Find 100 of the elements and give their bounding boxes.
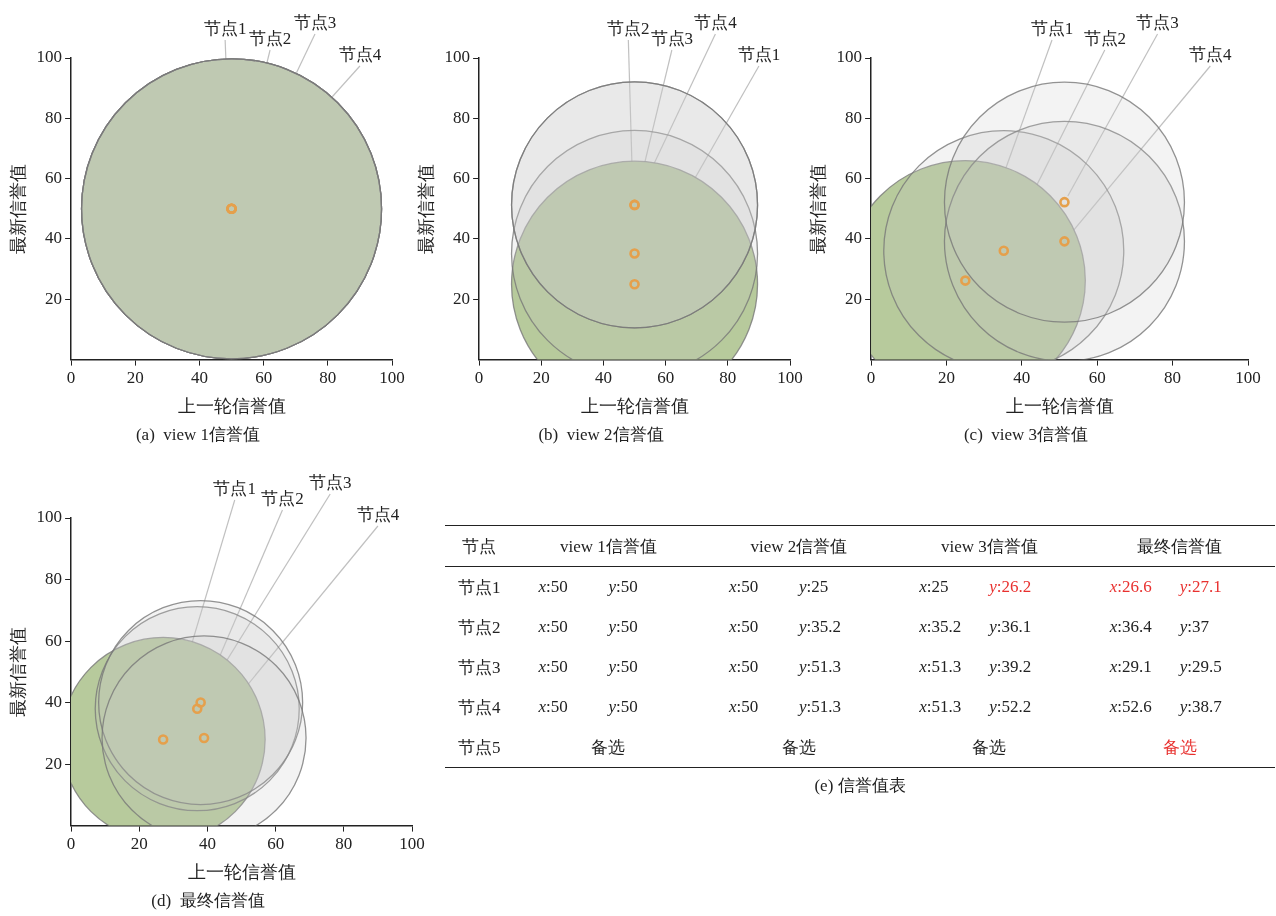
text: y:51.3 [798, 697, 841, 716]
annotation: 节点1 [1030, 18, 1074, 38]
annotation: 节点3 [293, 12, 337, 32]
text: y:27.1 [1179, 577, 1222, 596]
y-tick-label: 20 [45, 288, 63, 308]
text: x:51.3 [919, 697, 962, 716]
y-axis-title: 最新信誉值 [807, 163, 828, 254]
x-tick-label: 60 [1088, 368, 1106, 388]
y-axis-title: 最新信誉值 [7, 626, 28, 717]
category-label: 节点5 [457, 737, 501, 757]
category-label: 节点1 [457, 577, 501, 597]
x-axis-title: 上一轮信誉值 [1005, 395, 1114, 416]
x-tick-label: 80 [719, 368, 737, 388]
x-tick-label: 80 [335, 834, 353, 854]
category-label: view 3信誉值 [939, 535, 1039, 558]
y-tick-label: 60 [845, 168, 863, 188]
x-tick-label: 40 [594, 368, 612, 388]
x-tick-label: 20 [130, 834, 148, 854]
text: y:36.1 [989, 617, 1032, 636]
y-tick-label: 20 [453, 288, 471, 308]
annotation: 节点3 [1136, 12, 1179, 32]
y-tick-label: 60 [45, 168, 63, 188]
annotation: 节点2 [1083, 28, 1127, 48]
text: y:50 [608, 697, 638, 716]
text: x:52.6 [1109, 697, 1152, 716]
x-tick-label: 20 [532, 368, 550, 388]
text: (a) view 1信誉值 [135, 425, 261, 445]
text: 备选 [591, 737, 626, 757]
x-tick-label: 60 [267, 834, 285, 854]
x-tick-label: 40 [190, 368, 208, 388]
x-tick-label: 80 [319, 368, 337, 388]
annotation: 节点4 [338, 44, 382, 64]
text: x:50 [728, 657, 759, 676]
text: 备选 [972, 737, 1007, 757]
text: x:36.4 [1109, 617, 1152, 636]
annotation: 节点2 [607, 18, 650, 38]
text: (b) view 2信誉值 [538, 425, 664, 445]
y-tick-label: 40 [45, 228, 63, 248]
x-axis-title: 上一轮信誉值 [187, 861, 296, 882]
category-label: view 2信誉值 [749, 535, 849, 558]
annotation: 节点4 [1189, 44, 1233, 64]
text: y:51.3 [798, 657, 841, 676]
text: 备选 [1162, 737, 1197, 757]
text: y:50 [608, 657, 638, 676]
y-tick-label: 40 [845, 228, 863, 248]
x-tick-label: 0 [474, 368, 484, 388]
text: y:29.5 [1179, 657, 1222, 676]
x-axis-title: 上一轮信誉值 [580, 395, 689, 416]
x-tick-label: 100 [399, 834, 425, 854]
annotation: 节点1 [737, 44, 781, 64]
y-tick-label: 60 [453, 168, 471, 188]
text: y:39.2 [989, 657, 1032, 676]
text: 备选 [781, 737, 816, 757]
text: x:50 [538, 657, 568, 676]
y-tick-label: 100 [36, 47, 63, 67]
text: y:50 [608, 577, 638, 596]
y-tick-label: 40 [45, 692, 63, 712]
text: x:51.3 [919, 657, 962, 676]
x-tick-label: 100 [1235, 368, 1261, 388]
x-tick-label: 60 [255, 368, 273, 388]
text: y:35.2 [798, 617, 841, 636]
x-tick-label: 20 [126, 368, 144, 388]
y-tick-label: 80 [453, 107, 471, 127]
y-axis-title: 最新信誉值 [415, 163, 436, 254]
text: y:50 [608, 617, 638, 636]
y-tick-label: 80 [45, 568, 63, 588]
text: x:25 [919, 577, 949, 596]
x-tick-label: 0 [66, 834, 76, 854]
x-tick-label: 60 [657, 368, 675, 388]
x-tick-label: 20 [937, 368, 955, 388]
annotation: 节点4 [694, 12, 738, 32]
category-label: 节点3 [457, 657, 501, 677]
text: x:50 [728, 577, 759, 596]
x-tick-label: 80 [1164, 368, 1182, 388]
annotation: 节点1 [203, 18, 247, 38]
x-tick-label: 40 [1013, 368, 1031, 388]
category-label: 节点4 [457, 697, 501, 717]
annotation: 节点2 [248, 28, 292, 48]
y-tick-label: 40 [453, 228, 471, 248]
text: y:26.2 [989, 577, 1032, 596]
y-tick-label: 100 [836, 47, 863, 67]
category-label: 节点 [461, 535, 498, 558]
text: x:29.1 [1109, 657, 1152, 676]
text: x:50 [728, 617, 759, 636]
y-tick-label: 80 [845, 107, 863, 127]
x-tick-label: 0 [66, 368, 76, 388]
y-tick-label: 80 [45, 107, 63, 127]
category-label: 节点2 [457, 617, 501, 637]
text: (d) 最终信誉值 [151, 891, 265, 911]
y-tick-label: 20 [845, 288, 863, 308]
text: (e) 信誉值表 [813, 775, 907, 797]
y-axis-title: 最新信誉值 [7, 163, 28, 254]
text: x:50 [728, 697, 759, 716]
text: x:50 [538, 617, 568, 636]
text: x:26.6 [1109, 577, 1152, 596]
y-tick-label: 100 [444, 47, 471, 67]
annotation: 节点2 [261, 488, 304, 508]
x-tick-label: 100 [777, 368, 803, 388]
text: x:50 [538, 697, 568, 716]
annotation: 节点3 [650, 28, 694, 48]
